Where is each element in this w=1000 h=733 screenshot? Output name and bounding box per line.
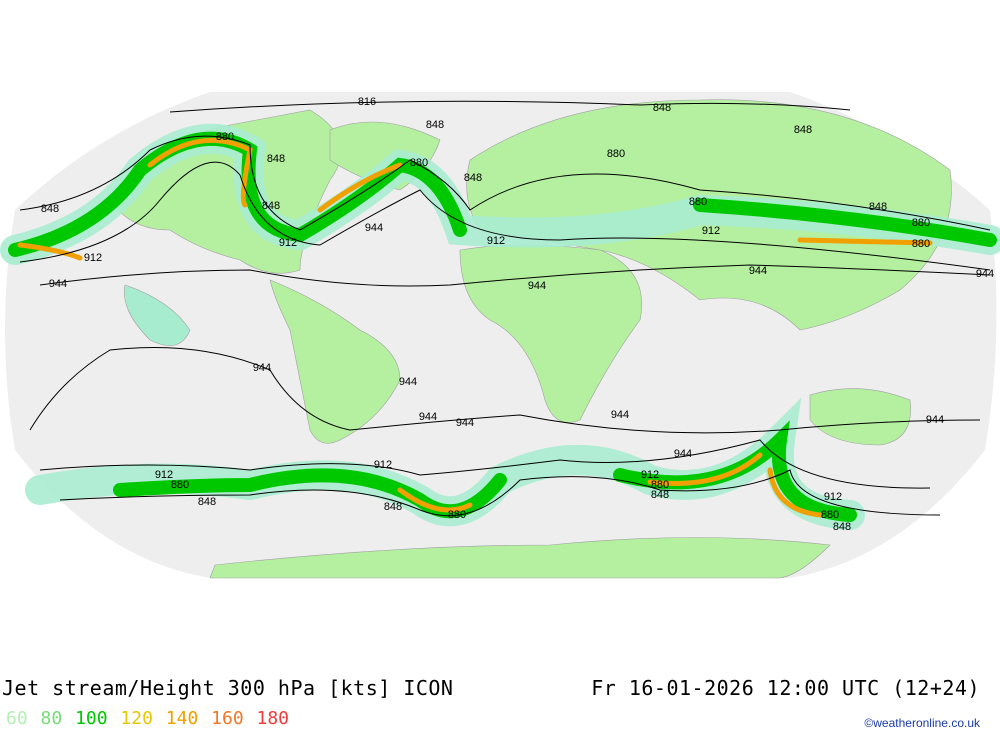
- contour-label: 944: [674, 448, 692, 460]
- legend-item-80: 80: [40, 708, 63, 729]
- contour-label: 848: [651, 489, 669, 501]
- contour-label: 912: [702, 225, 720, 237]
- contour-label: 912: [84, 252, 102, 264]
- contour-label: 848: [267, 153, 285, 165]
- contour-label: 880: [410, 157, 428, 169]
- contour-label: 848: [653, 102, 671, 114]
- contour-label: 944: [749, 265, 767, 277]
- contour-label: 848: [198, 496, 216, 508]
- contour-label: 912: [824, 491, 842, 503]
- contour-label: 816: [358, 96, 376, 108]
- contour-label: 912: [374, 459, 392, 471]
- wind-speed-legend: 60 80 100 120 140 160 180: [6, 708, 291, 729]
- contour-label: 848: [384, 501, 402, 513]
- contour-label: 944: [528, 280, 546, 292]
- contour-label: 944: [611, 409, 629, 421]
- contour-label: 944: [49, 278, 67, 290]
- contour-label: 848: [869, 201, 887, 213]
- legend-item-60: 60: [6, 708, 28, 729]
- legend-item-140: 140: [165, 708, 199, 729]
- contour-label: 944: [253, 362, 271, 374]
- contour-label: 880: [912, 238, 930, 250]
- map-title: Jet stream/Height 300 hPa [kts] ICON: [2, 676, 454, 700]
- credit-link[interactable]: ©weatheronline.co.uk: [864, 716, 980, 730]
- contour-label: 880: [651, 479, 669, 491]
- contour-label: 880: [689, 196, 707, 208]
- height-contours: [19, 100, 991, 517]
- legend-item-120: 120: [120, 708, 153, 729]
- contour-label: 880: [821, 509, 839, 521]
- contour-label: 944: [419, 411, 437, 423]
- contour-label: 848: [41, 203, 59, 215]
- legend-item-160: 160: [211, 708, 244, 729]
- contour-label: 912: [279, 237, 297, 249]
- legend-item-100: 100: [75, 708, 108, 729]
- contour-label: 848: [262, 200, 280, 212]
- contour-label: 944: [365, 222, 383, 234]
- contour-label: 912: [487, 235, 505, 247]
- contour-label: 880: [448, 509, 466, 521]
- contour-label: 944: [976, 268, 994, 280]
- map-datetime: Fr 16-01-2026 12:00 UTC (12+24): [591, 676, 980, 700]
- contour-label: 880: [607, 148, 625, 160]
- contour-label: 848: [426, 119, 444, 131]
- contour-label: 880: [171, 479, 189, 491]
- contour-label: 848: [794, 124, 812, 136]
- contour-label: 912: [641, 469, 659, 481]
- jet-stream-bands: [0, 123, 1000, 530]
- contour-label: 912: [155, 469, 173, 481]
- contour-label: 848: [833, 521, 851, 533]
- contour-label: 848: [464, 172, 482, 184]
- contour-label: 880: [216, 131, 234, 143]
- contour-label: 880: [912, 217, 930, 229]
- contour-label: 944: [456, 417, 474, 429]
- contour-label: 944: [399, 376, 417, 388]
- contour-label: 944: [926, 414, 944, 426]
- legend-item-180: 180: [256, 708, 290, 729]
